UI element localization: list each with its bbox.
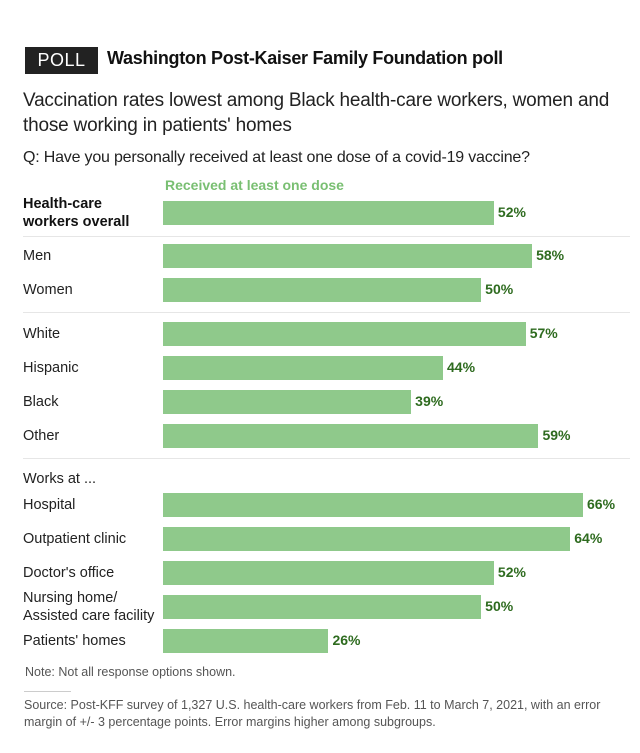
note: Note: Not all response options shown. <box>25 665 236 679</box>
value-label: 57% <box>529 325 558 341</box>
category-label: Patients' homes <box>23 633 126 649</box>
value-label: 58% <box>536 247 565 263</box>
value-label: 26% <box>332 632 361 648</box>
kicker: Washington Post-Kaiser Family Foundation… <box>107 48 503 68</box>
divider <box>24 691 71 692</box>
chart-headline: Vaccination rates lowest among Black hea… <box>23 90 610 136</box>
category-label-line: Nursing home/ <box>23 590 118 606</box>
value-label: 64% <box>574 530 603 546</box>
group-divider <box>23 236 630 237</box>
group-heading: Works at ... <box>23 471 97 487</box>
bar <box>163 424 539 448</box>
category-label: Nursing home/Assisted care facility <box>23 589 154 625</box>
category-label: Black <box>23 394 59 410</box>
category-label: Hospital <box>23 497 76 513</box>
category-label-line: workers overall <box>23 214 130 230</box>
category-label: Men <box>23 248 52 264</box>
value-label: 39% <box>415 393 444 409</box>
category-label: White <box>23 326 61 342</box>
bar <box>163 493 583 517</box>
bar <box>163 629 329 653</box>
category-label: Outpatient clinic <box>23 531 127 547</box>
category-label: Health-care workers overall <box>23 195 129 231</box>
bar <box>163 244 533 268</box>
bar <box>163 322 526 346</box>
legend-label: Received at least one dose <box>165 177 344 193</box>
value-label: 50% <box>485 598 514 614</box>
group-divider <box>23 458 630 459</box>
bar <box>163 527 571 551</box>
value-label: 44% <box>447 359 476 375</box>
category-label: Hispanic <box>23 360 79 376</box>
value-label: 52% <box>497 564 526 580</box>
group-divider <box>23 312 630 313</box>
bar <box>163 356 443 380</box>
poll-badge: POLL <box>25 47 98 74</box>
bar <box>163 390 412 414</box>
category-label: Other <box>23 428 60 444</box>
bar <box>163 278 482 302</box>
category-label-line: Assisted care facility <box>23 608 155 624</box>
category-label: Women <box>23 282 73 298</box>
source: Source: Post-KFF survey of 1,327 U.S. he… <box>24 698 601 729</box>
bar <box>163 595 482 619</box>
category-label: Doctor's office <box>23 565 115 581</box>
survey-question: Q: Have you personally received at least… <box>23 149 530 166</box>
value-label: 52% <box>497 204 526 220</box>
category-label-line: Health-care <box>23 196 102 212</box>
bar <box>163 561 494 585</box>
bar <box>163 201 494 225</box>
value-label: 66% <box>587 496 616 512</box>
value-label: 50% <box>485 281 514 297</box>
value-label: 59% <box>542 427 571 443</box>
